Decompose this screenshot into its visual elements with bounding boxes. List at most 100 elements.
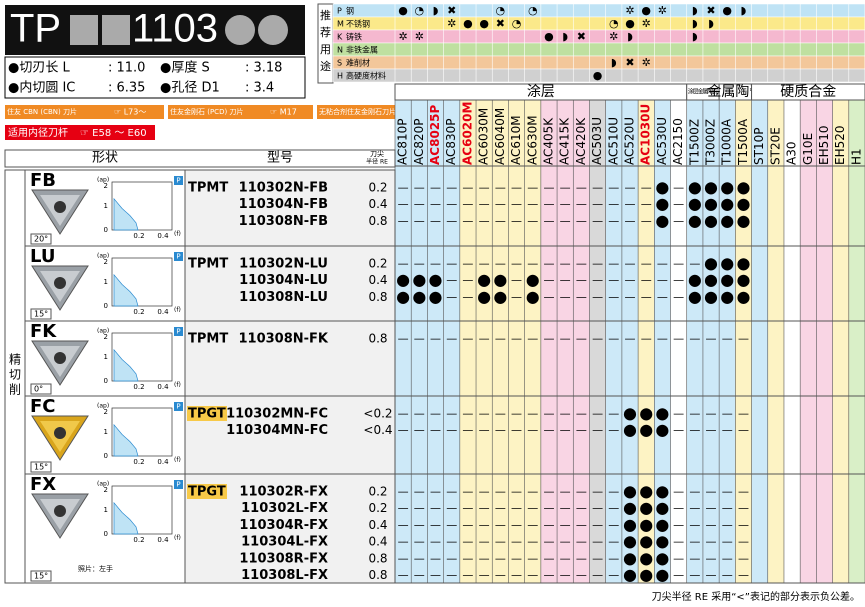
availability-mark: — <box>495 257 506 270</box>
grade-column <box>670 100 687 583</box>
availability-mark: — <box>430 424 441 437</box>
availability-mark: — <box>479 569 490 582</box>
app-mark: ● <box>722 4 732 17</box>
availability-mark: — <box>543 569 554 582</box>
chip-y-tick: 2 <box>104 258 108 266</box>
availability-mark: — <box>706 332 717 345</box>
availability-mark: — <box>414 257 425 270</box>
availability-mark: — <box>592 535 603 548</box>
availability-mark: — <box>543 407 554 420</box>
availability-mark: — <box>527 569 538 582</box>
availability-mark: — <box>511 502 522 515</box>
availability-mark: — <box>560 214 571 227</box>
availability-mark: ● <box>477 270 491 289</box>
holder-text: 适用内径刀杆 <box>8 126 68 139</box>
grade-column <box>800 100 817 583</box>
chip-region <box>113 348 139 382</box>
angle-label: 15° <box>34 463 48 472</box>
availability-mark: — <box>495 569 506 582</box>
availability-mark: — <box>576 485 587 498</box>
availability-mark: ● <box>623 404 637 423</box>
app-mark: ◔ <box>496 4 506 17</box>
app-code: P <box>337 7 342 16</box>
availability-mark: — <box>673 257 684 270</box>
availability-mark: — <box>479 407 490 420</box>
app-label: 荐 <box>320 26 331 39</box>
availability-mark: — <box>495 424 506 437</box>
availability-mark: — <box>738 407 749 420</box>
model-prefix: TPMT <box>188 332 228 347</box>
availability-mark: — <box>689 424 700 437</box>
header-model: 型号 <box>267 151 293 166</box>
availability-mark: — <box>722 485 733 498</box>
availability-mark: — <box>511 332 522 345</box>
availability-mark: — <box>576 518 587 531</box>
availability-mark: — <box>414 569 425 582</box>
model-code: 110304N-LU <box>239 273 328 288</box>
model-re: 0.2 <box>368 501 387 515</box>
availability-mark: ● <box>655 515 669 534</box>
availability-mark: ● <box>720 194 734 213</box>
model-code: 110308N-FB <box>239 214 328 229</box>
chip-y-tick: 1 <box>104 428 108 436</box>
group-label: 涂层 <box>527 84 555 100</box>
availability-mark: — <box>576 552 587 565</box>
availability-mark: — <box>543 502 554 515</box>
grade-name: A30 <box>785 142 799 165</box>
grade-name: AC405K <box>541 117 555 165</box>
availability-mark: — <box>527 424 538 437</box>
model-code: 110304R-FX <box>239 518 328 533</box>
availability-mark: — <box>527 518 538 531</box>
availability-mark: — <box>446 181 457 194</box>
availability-mark: — <box>414 502 425 515</box>
availability-mark: — <box>430 569 441 582</box>
app-mark: ● <box>544 30 554 43</box>
availability-mark: — <box>560 569 571 582</box>
link-ref: ☞ M17 <box>270 108 297 117</box>
app-mark: ✲ <box>398 30 407 43</box>
availability-mark: — <box>462 214 473 227</box>
spec-label: ●孔径 D1 <box>160 81 220 96</box>
availability-mark: ● <box>429 270 443 289</box>
availability-mark: — <box>462 552 473 565</box>
chip-x-unit: (f) <box>174 535 181 542</box>
model-re: 0.2 <box>368 181 387 195</box>
availability-mark: — <box>738 485 749 498</box>
availability-mark: ● <box>412 270 426 289</box>
availability-mark: — <box>722 407 733 420</box>
chip-y-tick: 1 <box>104 353 108 361</box>
availability-mark: — <box>673 535 684 548</box>
availability-mark: — <box>446 424 457 437</box>
availability-mark: — <box>608 274 619 287</box>
tool-model-cell <box>184 169 396 247</box>
availability-mark: — <box>560 552 571 565</box>
availability-mark: — <box>495 485 506 498</box>
availability-mark: — <box>641 332 652 345</box>
availability-mark: — <box>738 569 749 582</box>
availability-mark: ● <box>623 420 637 439</box>
availability-mark: — <box>527 214 538 227</box>
availability-mark: ● <box>655 178 669 197</box>
chip-x-tick: 0.2 <box>133 232 144 240</box>
availability-mark: — <box>511 198 522 211</box>
insert-hole <box>54 427 66 439</box>
chip-y-tick: 2 <box>104 408 108 416</box>
chip-x-tick: 0.2 <box>133 536 144 544</box>
badge <box>174 252 183 261</box>
availability-mark: — <box>689 552 700 565</box>
grade-column <box>719 100 736 583</box>
chip-region <box>113 273 139 307</box>
availability-mark: — <box>641 257 652 270</box>
app-mark: ✖ <box>447 4 456 17</box>
chip-y-tick: 2 <box>104 333 108 341</box>
model-code: 110302N-LU <box>239 257 328 272</box>
prefix-highlight <box>187 484 227 499</box>
availability-mark: — <box>673 518 684 531</box>
model-re: 0.2 <box>368 485 387 499</box>
model-re: 0.4 <box>368 518 387 532</box>
grade-column <box>702 100 720 583</box>
availability-mark: — <box>625 257 636 270</box>
model-code: 110308L-FX <box>241 568 328 583</box>
app-mark: ✲ <box>642 17 651 30</box>
